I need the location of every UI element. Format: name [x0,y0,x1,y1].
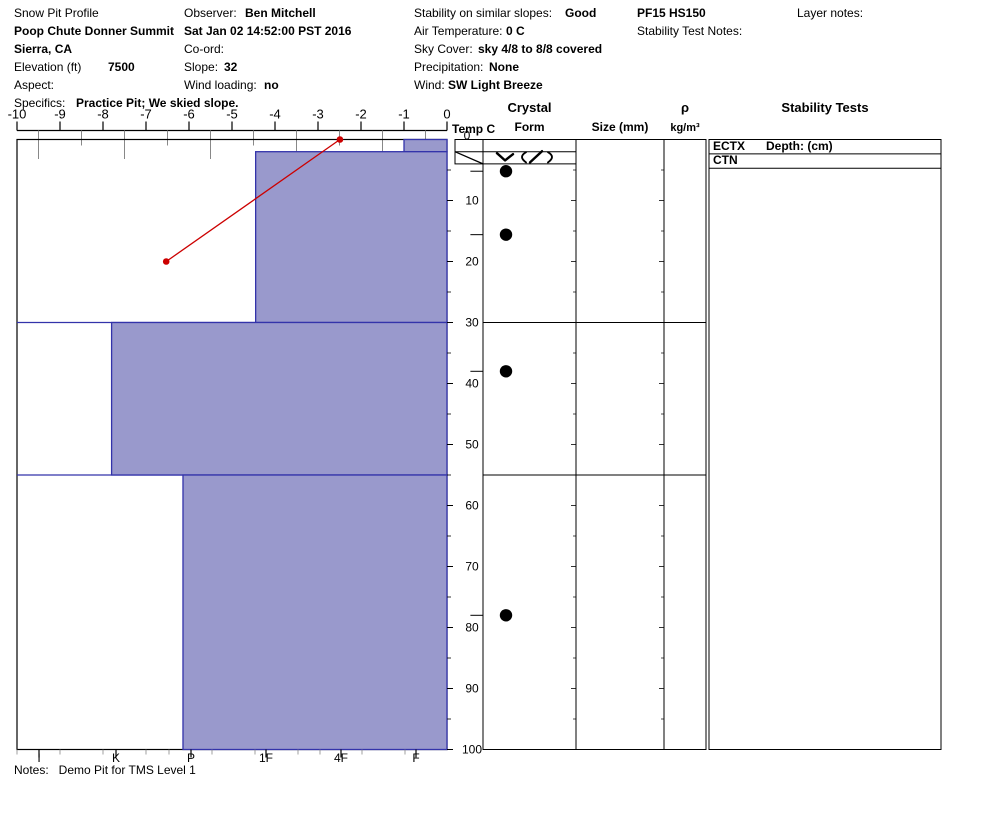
svg-text:Depth: (cm): Depth: (cm) [766,139,833,153]
svg-text:-5: -5 [226,107,238,122]
svg-text:kg/m³: kg/m³ [670,122,700,134]
svg-text:80: 80 [465,621,479,635]
svg-text:0: 0 [443,107,450,122]
svg-text:-8: -8 [97,107,109,122]
svg-text:20: 20 [465,255,479,269]
svg-text:ρ: ρ [681,100,689,115]
svg-text:-3: -3 [312,107,324,122]
svg-text:Form: Form [515,120,545,134]
svg-text:10: 10 [465,194,479,208]
svg-text:Stability Tests: Stability Tests [781,100,868,115]
svg-text:0: 0 [464,129,471,143]
svg-text:-2: -2 [355,107,367,122]
svg-text:70: 70 [465,560,479,574]
svg-text:ECTX: ECTX [713,139,745,153]
svg-text:40: 40 [465,377,479,391]
svg-text:-10: -10 [8,107,27,122]
svg-text:CTN: CTN [713,153,738,167]
svg-text:1F: 1F [259,751,273,765]
svg-text:30: 30 [465,316,479,330]
svg-text:60: 60 [465,499,479,513]
svg-text:4F: 4F [334,751,348,765]
svg-text:100: 100 [462,743,482,757]
svg-text:90: 90 [465,682,479,696]
svg-text:-7: -7 [140,107,152,122]
svg-text:50: 50 [465,438,479,452]
svg-text:-1: -1 [398,107,410,122]
svg-text:-4: -4 [269,107,281,122]
svg-text:-9: -9 [54,107,66,122]
svg-text:Temp C: Temp C [452,122,495,136]
svg-text:Size (mm): Size (mm) [592,120,649,134]
svg-text:Crystal: Crystal [507,100,551,115]
svg-text:F: F [412,751,419,765]
svg-text:-6: -6 [183,107,195,122]
